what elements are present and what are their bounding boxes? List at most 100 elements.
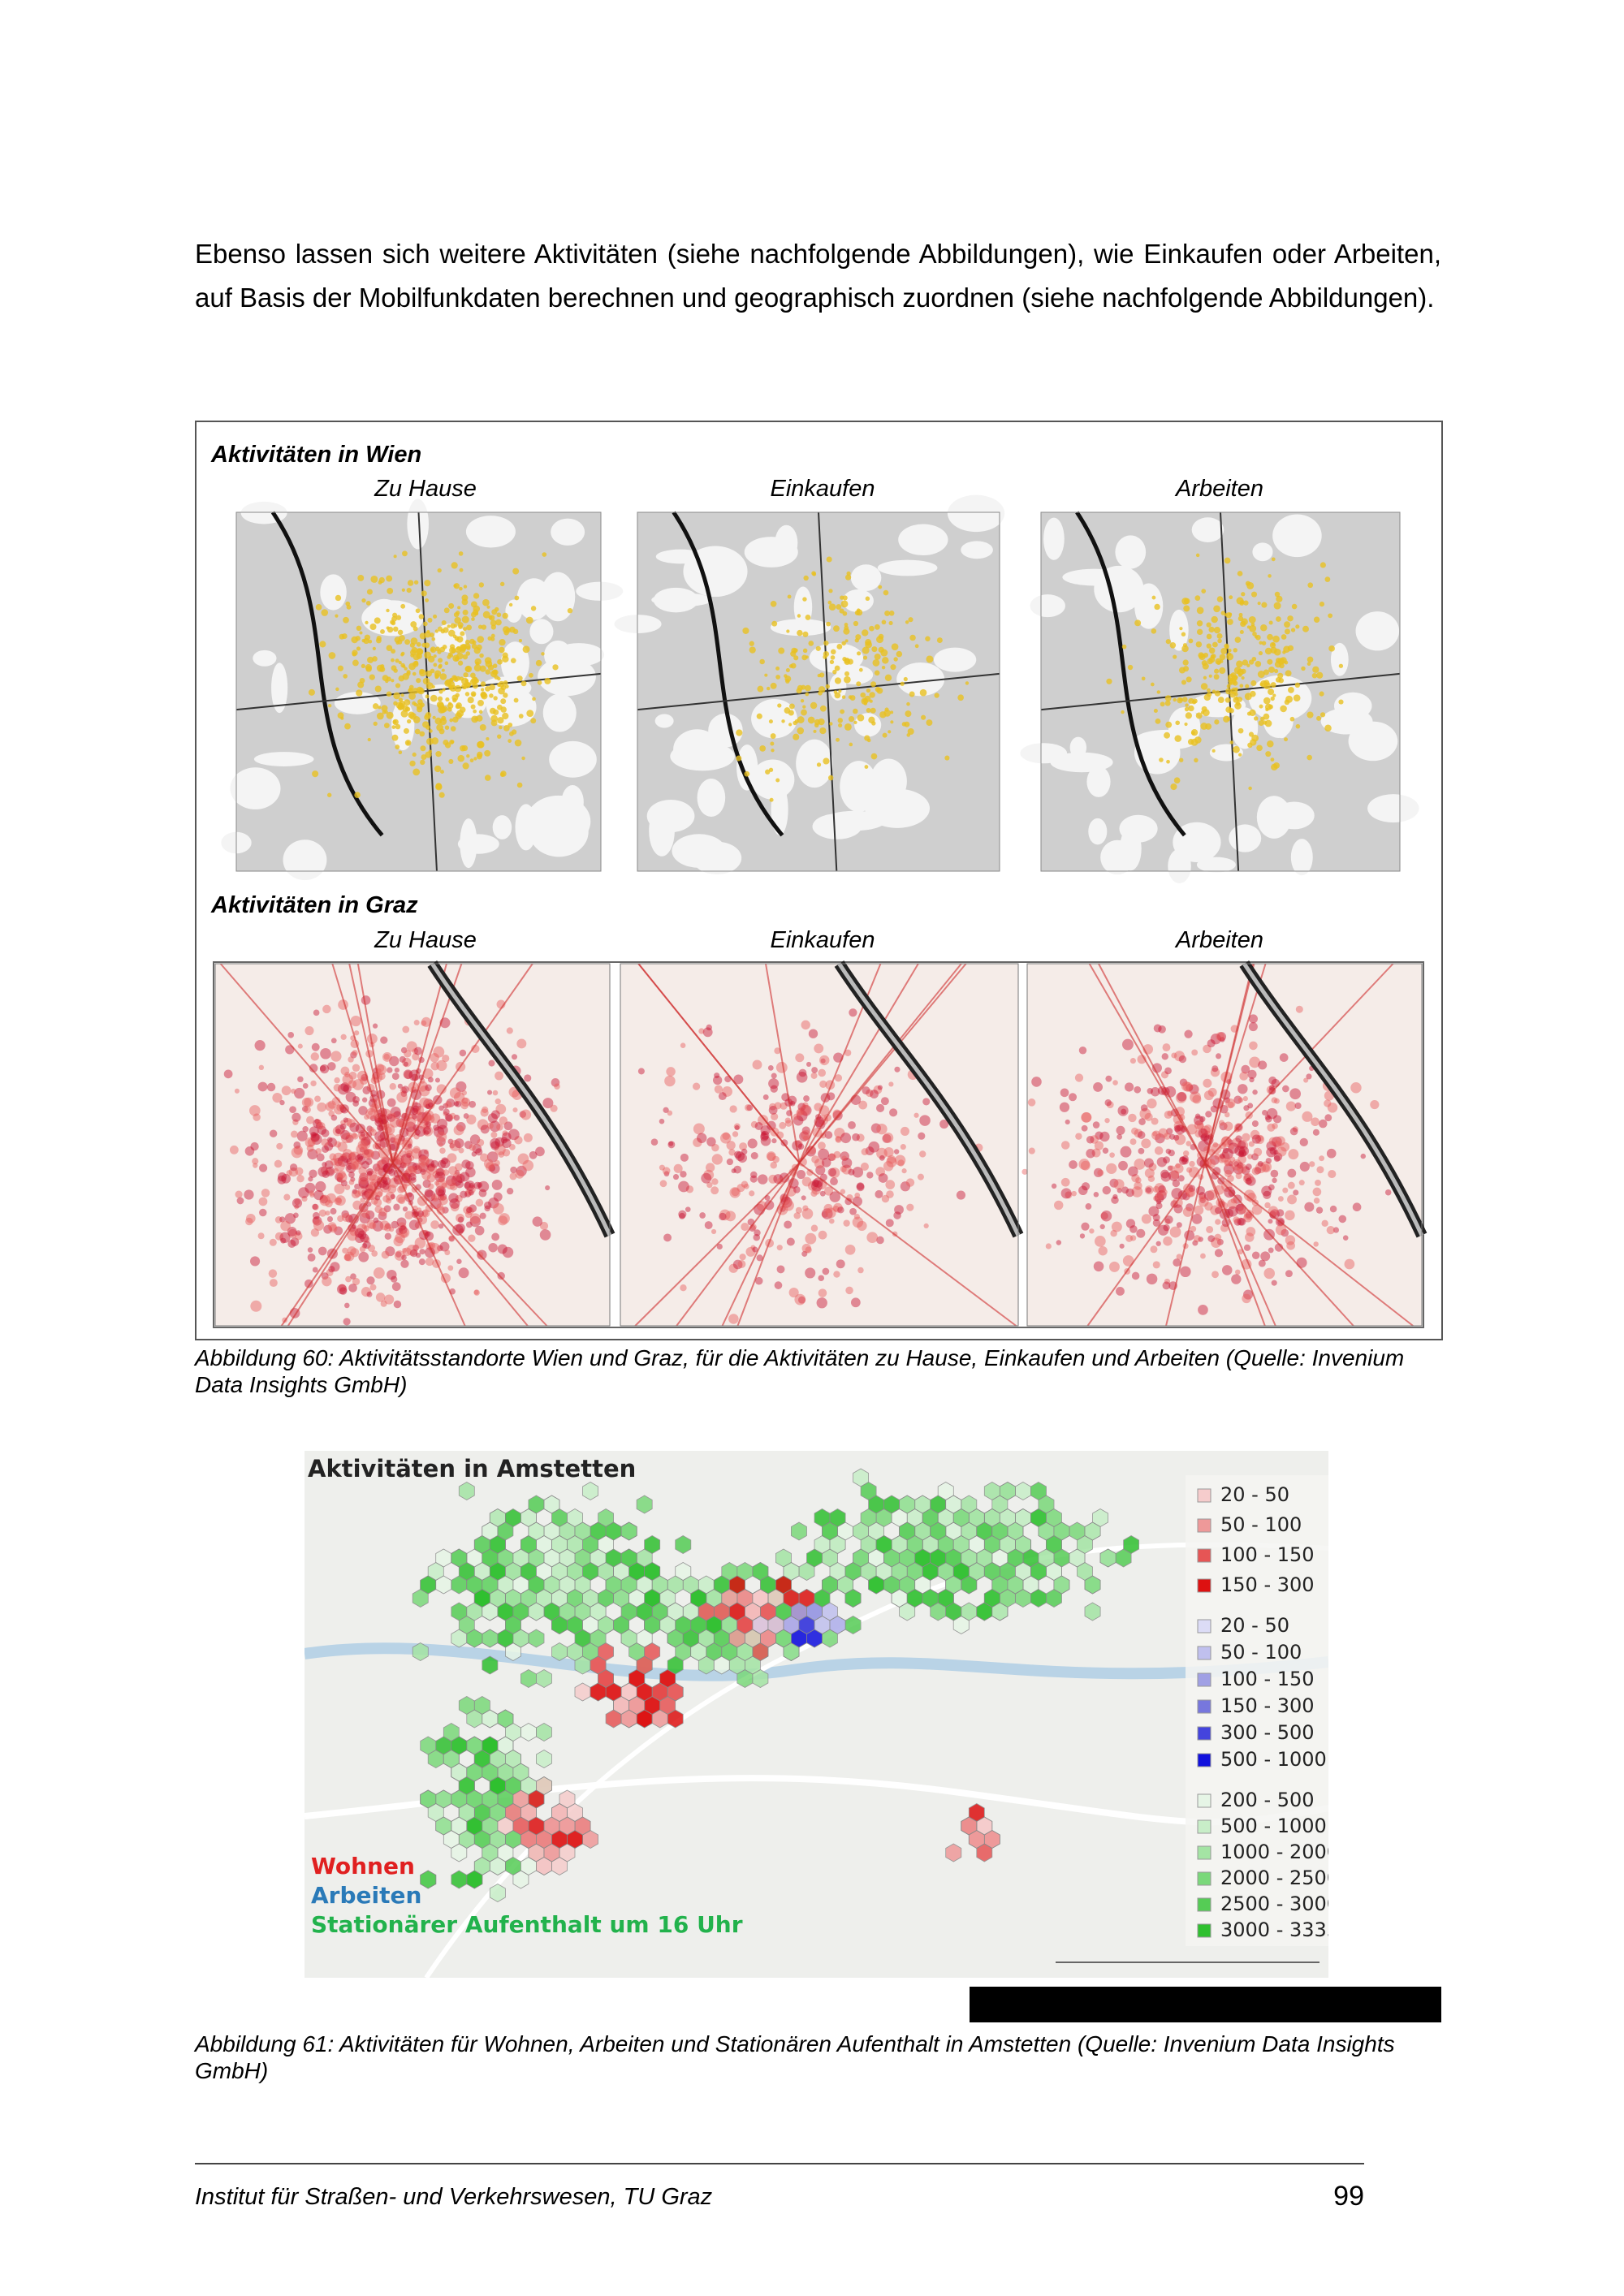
activity-dot [395,658,400,663]
density-dot [1241,1166,1250,1175]
density-dot [807,1180,818,1191]
map-patch [544,640,572,671]
activity-dot [1233,667,1242,675]
density-dot [1279,1053,1289,1062]
density-dot [1186,1203,1194,1212]
density-dot [876,1123,888,1135]
activity-dot [315,604,322,611]
density-dot [498,1215,508,1226]
map-patch [1094,565,1144,613]
density-dot [801,1243,812,1254]
activity-dot [406,670,411,675]
density-dot [296,1130,308,1142]
density-dot [1100,1210,1112,1222]
density-dot [1186,1167,1193,1173]
activity-dot [1233,745,1240,753]
activity-dot [1208,647,1216,654]
density-dot [506,1027,513,1034]
density-dot [818,1148,830,1160]
activity-dot [453,611,460,618]
density-dot [408,1219,420,1231]
density-dot [739,1254,746,1261]
activity-dot [412,701,417,706]
map-image [620,960,1024,1327]
activity-dot [520,680,527,687]
density-dot [415,1252,421,1258]
density-dot [1156,1190,1167,1201]
density-dot [1299,1161,1310,1172]
density-dot [402,1057,412,1068]
activity-dot [866,688,871,693]
activity-dot [857,714,865,722]
density-dot [1129,1235,1137,1241]
density-dot [394,1067,400,1073]
density-dot [849,1207,857,1215]
activity-dot [828,603,836,611]
density-dot [733,1074,744,1085]
activity-dot [801,684,806,690]
density-dot [376,1176,388,1189]
density-dot [875,1167,885,1176]
hex-cell [412,1642,429,1661]
activity-dot [1203,675,1207,680]
activity-dot [472,683,478,689]
danube-inner [1242,962,1424,1236]
density-dot [423,1110,434,1121]
density-dot [325,1211,330,1216]
density-dot [1179,1156,1186,1162]
density-dot [1227,1198,1237,1210]
density-dot [438,1187,445,1194]
density-dot [375,1064,385,1073]
density-dot [1163,1156,1170,1164]
density-dot [1120,1146,1132,1158]
activity-dot [819,727,827,735]
density-dot [1129,1225,1138,1233]
density-dot [1095,1131,1104,1140]
density-dot [693,1137,702,1147]
activity-dot [463,685,467,689]
activity-dot [1267,740,1274,748]
density-dot [357,1186,368,1197]
density-dot [400,1154,412,1165]
density-dot [1194,1120,1204,1130]
density-dot [312,1203,318,1211]
hex-cell [829,1535,846,1554]
activity-dot [453,624,458,628]
density-dot [768,1174,778,1184]
activity-dot [888,611,895,616]
density-dot [502,1132,512,1142]
density-dot [1217,1154,1226,1163]
activity-dot [1164,700,1171,706]
density-dot [1237,1163,1247,1174]
density-dot [1176,1222,1182,1228]
activity-dot [463,672,469,678]
activity-dot [386,575,393,582]
legend-label: 50 - 100 [1220,1641,1302,1664]
density-dot [457,1216,464,1224]
activity-dot [386,711,394,719]
density-dot [439,1196,448,1206]
density-dot [834,1127,845,1139]
activity-dot [768,767,774,772]
hex-cell [822,1575,838,1595]
density-dot [304,1137,315,1148]
activity-dot [785,667,790,672]
density-dot [387,1067,393,1073]
activity-dot [869,692,875,698]
density-dot [418,1155,430,1167]
density-dot [1269,1146,1278,1155]
density-dot [330,1038,337,1044]
density-dot [894,1154,906,1166]
density-dot [1200,1253,1206,1259]
activity-dot [428,749,432,753]
density-dot [291,1146,303,1159]
density-dot [1104,1117,1110,1124]
density-dot [1112,1193,1118,1200]
density-dot [423,1130,430,1136]
density-dot [352,1200,362,1211]
hex-cell [644,1535,661,1554]
density-dot [313,1119,322,1129]
density-dot [385,1246,395,1257]
density-dot [1186,1187,1196,1198]
density-dot [857,1220,867,1232]
